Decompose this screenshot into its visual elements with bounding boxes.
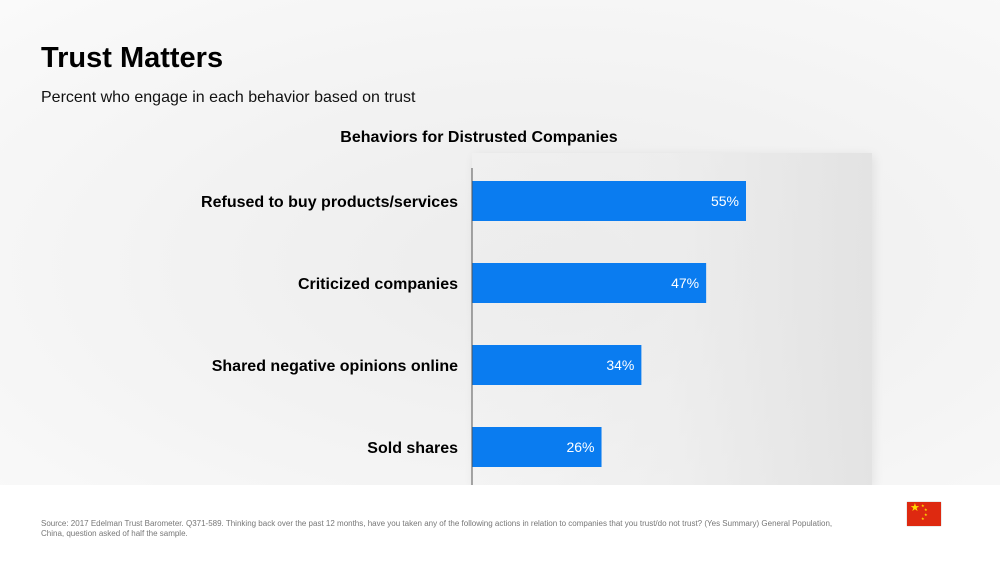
footer-area: [0, 485, 1000, 563]
category-label: Shared negative opinions online: [212, 358, 458, 375]
bar: [472, 427, 602, 467]
source-note: Source: 2017 Edelman Trust Barometer. Q3…: [41, 519, 833, 538]
bar: [472, 263, 707, 303]
data-label: 47%: [671, 275, 699, 291]
bar: [472, 181, 746, 221]
china-flag-icon: ★ ★ ★ ★ ★: [907, 502, 941, 526]
page-subtitle: Percent who engage in each behavior base…: [41, 89, 416, 106]
category-label: Criticized companies: [298, 276, 458, 293]
data-label: 26%: [566, 439, 594, 455]
category-label: Sold shares: [367, 440, 458, 457]
bar: [472, 345, 642, 385]
data-label: 34%: [606, 357, 634, 373]
chart-title: Behaviors for Distrusted Companies: [340, 129, 618, 146]
data-label: 55%: [711, 193, 739, 209]
page-title: Trust Matters: [41, 42, 224, 74]
category-label: Refused to buy products/services: [201, 194, 458, 211]
